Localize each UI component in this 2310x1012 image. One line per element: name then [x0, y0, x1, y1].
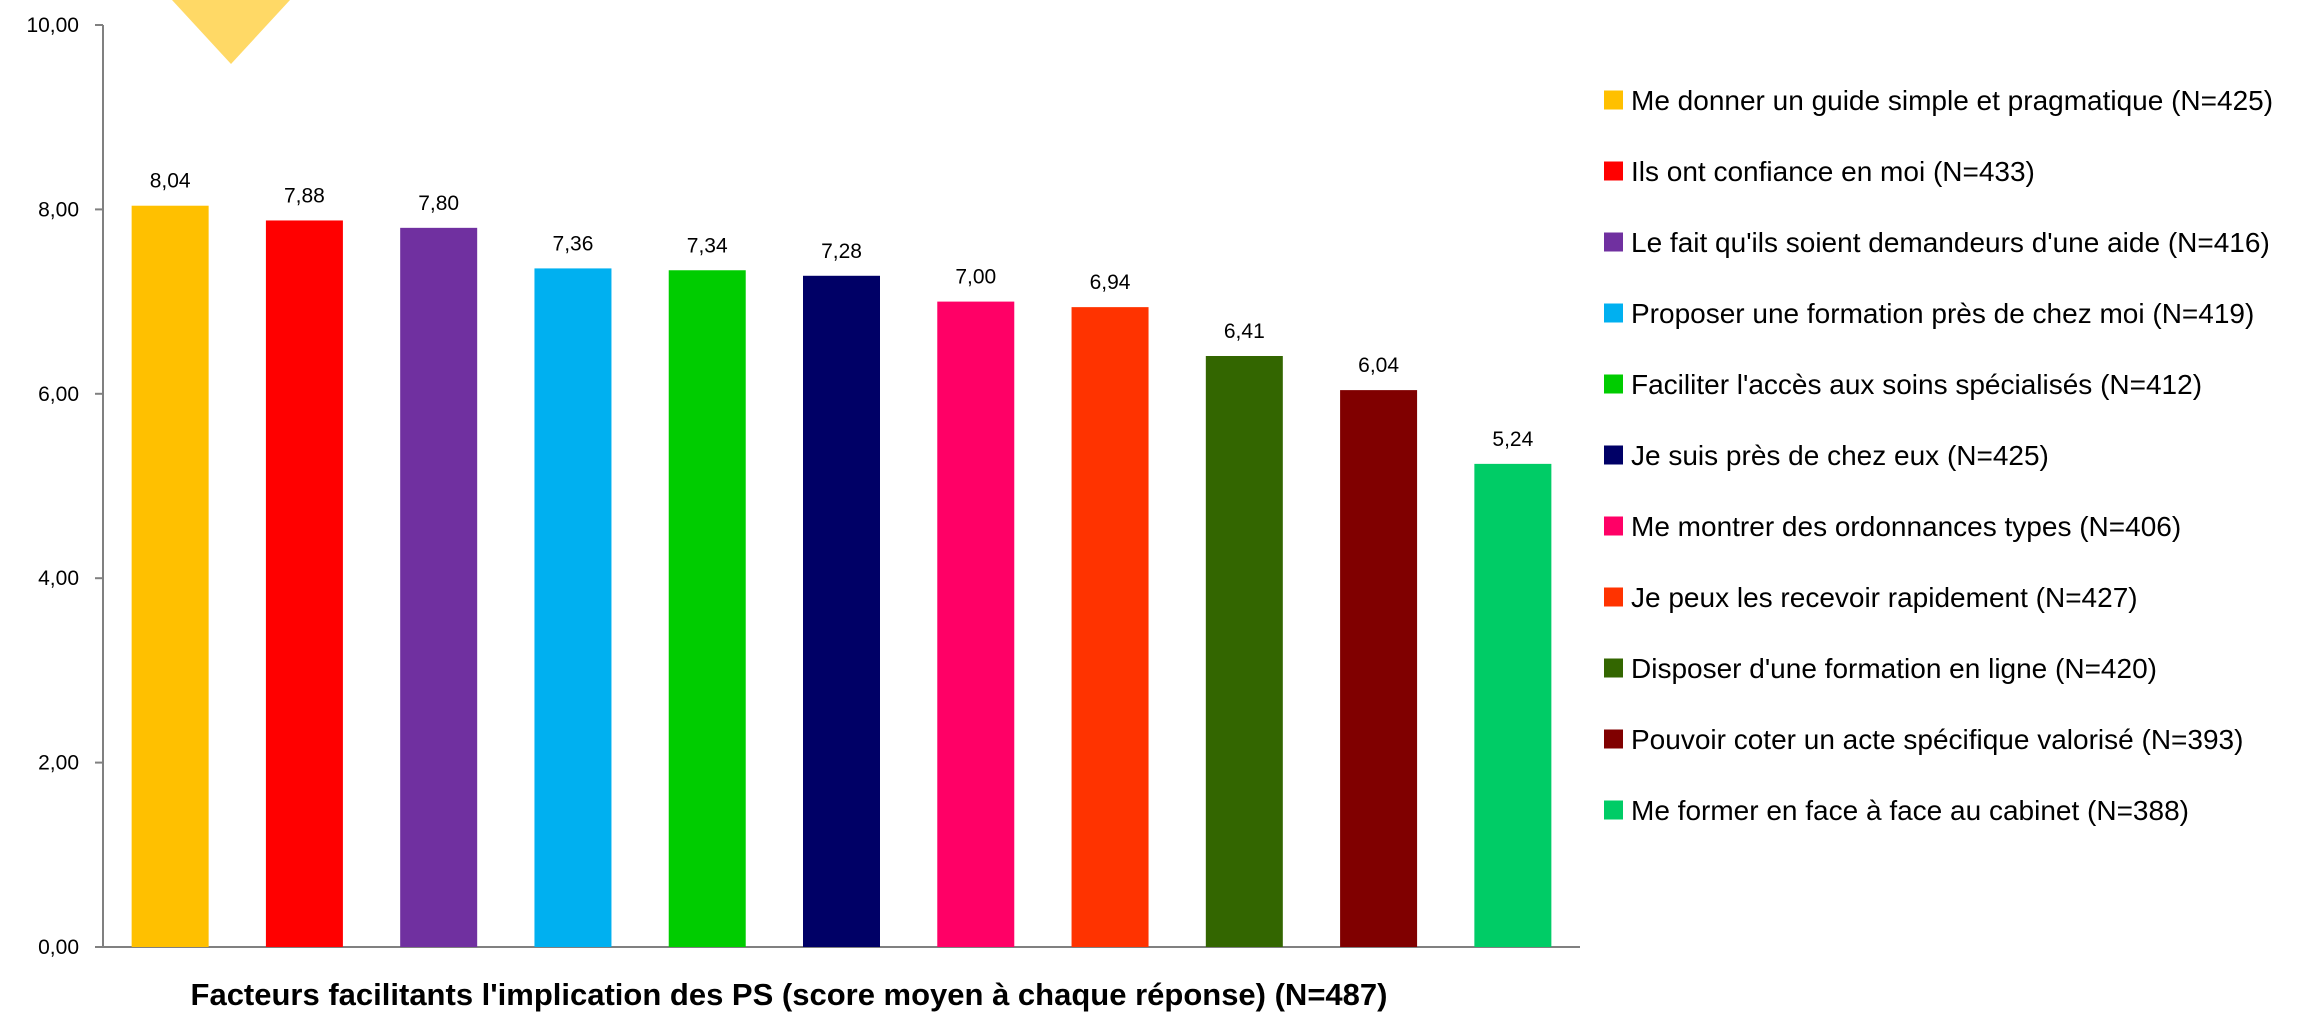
- decorative-triangle: [172, 0, 290, 64]
- legend-item-label: Proposer une formation près de chez moi …: [1631, 298, 2254, 329]
- legend-swatch: [1604, 374, 1623, 394]
- legend-swatch: [1604, 800, 1623, 820]
- bar: [265, 220, 343, 948]
- bar: [1340, 390, 1418, 947]
- bar-value-label: 6,41: [1224, 320, 1265, 343]
- legend-swatch: [1604, 729, 1623, 749]
- bar-value-label: 7,28: [821, 240, 862, 263]
- y-axis: 0,00 2,00 4,00 6,00 8,00 10,00: [26, 14, 1580, 959]
- bar: [1071, 307, 1149, 948]
- legend-item-label: Le fait qu'ils soient demandeurs d'une a…: [1631, 227, 2270, 258]
- y-tick-label: 4,00: [38, 567, 79, 590]
- y-tick-label: 6,00: [38, 383, 79, 406]
- y-tick-label: 8,00: [38, 198, 79, 221]
- bar-value-label: 7,34: [687, 234, 728, 257]
- bar-value-label: 7,80: [418, 192, 459, 215]
- legend-swatch: [1604, 90, 1623, 110]
- chart-title: Facteurs facilitants l'implication des P…: [191, 977, 1388, 1012]
- legend-item-label: Disposer d'une formation en ligne (N=420…: [1631, 653, 2157, 684]
- bar: [803, 275, 880, 947]
- legend-swatch: [1604, 445, 1623, 465]
- bar-value-label: 6,04: [1358, 354, 1399, 377]
- data-labels: 8,04 7,88 7,80 7,36 7,34 7,28 7,00 6,94 6,41 6,04…: [150, 170, 1534, 451]
- legend-swatch: [1604, 232, 1623, 252]
- bar: [534, 268, 612, 948]
- legend-item-label: Me former en face à face au cabinet (N=3…: [1631, 795, 2189, 826]
- y-tick-label: 0,00: [38, 936, 79, 959]
- legend-swatch: [1604, 161, 1623, 181]
- bar: [937, 301, 1015, 948]
- bar-value-label: 6,94: [1090, 271, 1131, 294]
- legend-swatch: [1604, 658, 1623, 678]
- legend-item-label: Me donner un guide simple et pragmatique…: [1631, 85, 2273, 116]
- bar-value-label: 8,04: [150, 170, 191, 193]
- legend-item-label: Faciliter l'accès aux soins spécialisés …: [1631, 369, 2202, 400]
- legend-item-label: Je suis près de chez eux (N=425): [1631, 440, 2049, 471]
- legend-item-label: Je peux les recevoir rapidement (N=427): [1631, 582, 2138, 613]
- y-tick-label: 2,00: [38, 752, 79, 775]
- y-tick-label: 10,00: [26, 14, 79, 37]
- bar-value-label: 7,36: [553, 232, 594, 255]
- legend-swatch: [1604, 516, 1623, 536]
- bar: [131, 205, 209, 947]
- bar: [1474, 463, 1552, 947]
- legend-swatch: [1604, 303, 1623, 323]
- bar-value-label: 7,00: [955, 266, 996, 289]
- bar-value-label: 7,88: [284, 184, 325, 207]
- legend: Me donner un guide simple et pragmatique…: [1604, 85, 2273, 826]
- bars: [131, 205, 1552, 948]
- legend-item-label: Me montrer des ordonnances types (N=406): [1631, 511, 2181, 542]
- legend-item-label: Ils ont confiance en moi (N=433): [1631, 156, 2035, 187]
- legend-item-label: Pouvoir coter un acte spécifique valoris…: [1631, 724, 2243, 755]
- legend-swatch: [1604, 587, 1623, 607]
- bar: [668, 270, 746, 947]
- bar-value-label: 5,24: [1492, 428, 1533, 451]
- bar: [1205, 355, 1283, 947]
- bar: [400, 227, 478, 948]
